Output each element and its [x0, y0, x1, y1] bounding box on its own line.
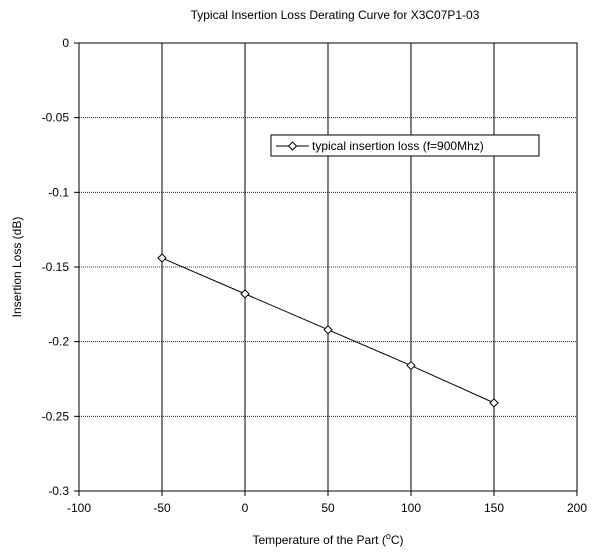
y-axis-label: Insertion Loss (dB)	[10, 217, 24, 318]
x-tick-label: 100	[401, 501, 421, 515]
y-tick-label: -0.25	[42, 409, 70, 423]
chart-title: Typical Insertion Loss Derating Curve fo…	[191, 8, 480, 22]
x-axis-label-suffix: C)	[391, 533, 404, 547]
x-axis-label: Temperature of the Part (oC)	[252, 531, 403, 547]
legend: typical insertion loss (f=900Mhz)	[270, 134, 540, 157]
x-axis-label-main: Temperature of the Part (	[252, 533, 385, 547]
y-tick-labels: 0 -0.05 -0.1 -0.15 -0.2 -0.25 -0.3	[42, 36, 70, 498]
legend-box	[270, 134, 540, 157]
y-tick-label: -0.3	[48, 484, 69, 498]
x-tick-label: -50	[153, 501, 171, 515]
y-tick-label: -0.05	[42, 111, 70, 125]
x-tick-label: 150	[484, 501, 504, 515]
gridlines	[79, 43, 577, 491]
data-point-marker	[406, 360, 416, 371]
data-point-marker	[157, 253, 167, 263]
x-tick-label: 200	[567, 501, 587, 515]
y-tick-label: -0.15	[42, 260, 70, 274]
legend-diamond-marker	[287, 141, 298, 151]
x-tick-label: 0	[242, 501, 249, 515]
series-group	[157, 253, 499, 408]
x-tick-label: -100	[67, 501, 91, 515]
y-tick-label: 0	[62, 36, 69, 50]
x-tick-label: 50	[321, 501, 335, 515]
x-tick-labels: -100 -50 0 50 100 150 200	[67, 501, 587, 515]
data-point-marker	[240, 289, 250, 299]
x-axis-label-superscript: o	[386, 531, 391, 541]
y-tick-label: -0.2	[48, 335, 69, 349]
data-point-marker	[323, 325, 333, 335]
data-point-marker	[489, 398, 499, 408]
axis-ticks	[74, 42, 578, 496]
y-tick-label: -0.1	[48, 185, 69, 199]
legend-label: typical insertion loss (f=900Mhz)	[312, 139, 484, 153]
